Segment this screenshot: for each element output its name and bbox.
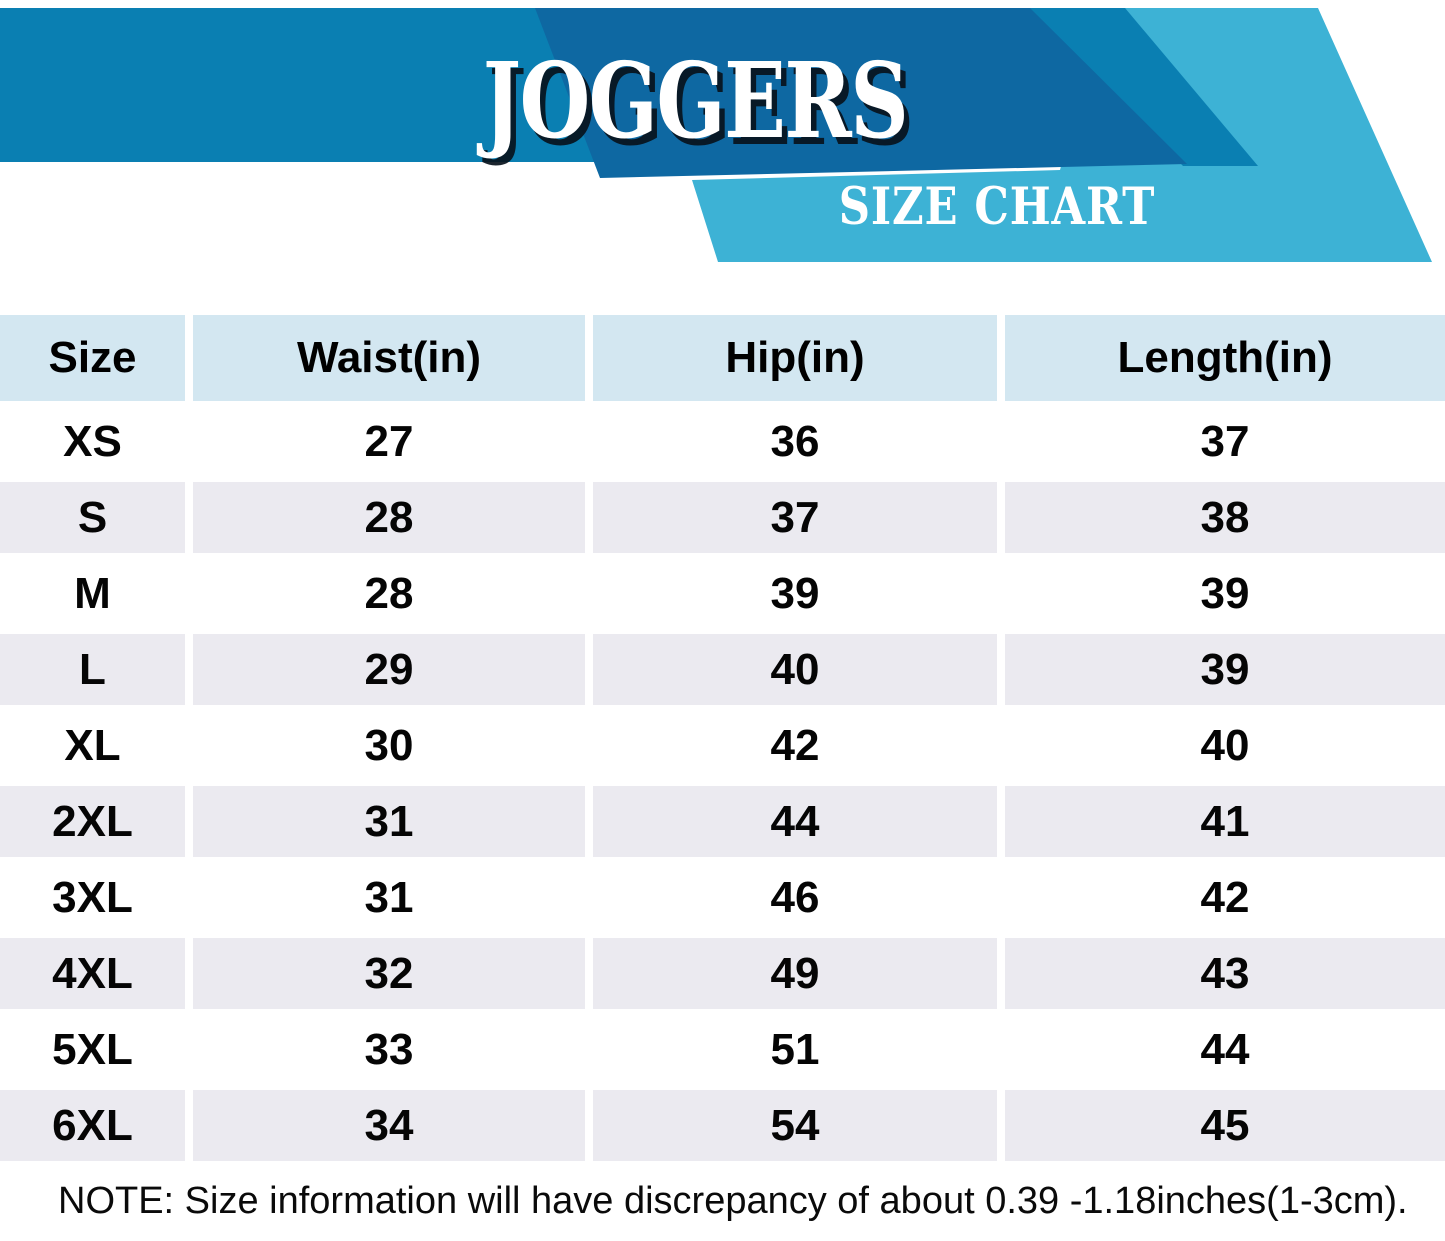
waist-cell: 27 xyxy=(193,406,585,477)
waist-cell: 28 xyxy=(193,482,585,553)
table-row: S 28 37 38 xyxy=(0,482,1445,553)
table-row: M 28 39 39 xyxy=(0,558,1445,629)
size-cell: 2XL xyxy=(0,786,185,857)
size-cell: XS xyxy=(0,406,185,477)
length-cell: 42 xyxy=(1005,862,1445,933)
hip-cell: 54 xyxy=(593,1090,997,1161)
table-row: 6XL 34 54 45 xyxy=(0,1090,1445,1161)
size-cell: XL xyxy=(0,710,185,781)
page-subtitle: SIZE CHART xyxy=(838,177,1156,237)
waist-cell: 32 xyxy=(193,938,585,1009)
waist-cell: 33 xyxy=(193,1014,585,1085)
length-cell: 37 xyxy=(1005,406,1445,477)
size-note: NOTE: Size information will have discrep… xyxy=(58,1180,1408,1222)
hip-cell: 51 xyxy=(593,1014,997,1085)
column-header-hip: Hip(in) xyxy=(593,315,997,401)
table-row: 3XL 31 46 42 xyxy=(0,862,1445,933)
table-row: XL 30 42 40 xyxy=(0,710,1445,781)
waist-cell: 29 xyxy=(193,634,585,705)
hip-cell: 46 xyxy=(593,862,997,933)
column-header-length: Length(in) xyxy=(1005,315,1445,401)
size-cell: 3XL xyxy=(0,862,185,933)
waist-cell: 28 xyxy=(193,558,585,629)
waist-cell: 31 xyxy=(193,862,585,933)
hip-cell: 49 xyxy=(593,938,997,1009)
size-cell: 4XL xyxy=(0,938,185,1009)
hip-cell: 37 xyxy=(593,482,997,553)
length-cell: 39 xyxy=(1005,558,1445,629)
table-row: L 29 40 39 xyxy=(0,634,1445,705)
size-cell: L xyxy=(0,634,185,705)
page-title: JOGGERS xyxy=(482,39,909,162)
size-cell: 6XL xyxy=(0,1090,185,1161)
table-row: 5XL 33 51 44 xyxy=(0,1014,1445,1085)
hip-cell: 42 xyxy=(593,710,997,781)
length-cell: 41 xyxy=(1005,786,1445,857)
size-cell: M xyxy=(0,558,185,629)
column-header-size: Size xyxy=(0,315,185,401)
size-cell: S xyxy=(0,482,185,553)
length-cell: 43 xyxy=(1005,938,1445,1009)
size-chart-table: Size Waist(in) Hip(in) Length(in) XS 27 … xyxy=(0,310,1445,1166)
length-cell: 40 xyxy=(1005,710,1445,781)
waist-cell: 30 xyxy=(193,710,585,781)
column-header-waist: Waist(in) xyxy=(193,315,585,401)
length-cell: 44 xyxy=(1005,1014,1445,1085)
table-row: 4XL 32 49 43 xyxy=(0,938,1445,1009)
size-cell: 5XL xyxy=(0,1014,185,1085)
length-cell: 45 xyxy=(1005,1090,1445,1161)
hip-cell: 44 xyxy=(593,786,997,857)
table-row: XS 27 36 37 xyxy=(0,406,1445,477)
hip-cell: 40 xyxy=(593,634,997,705)
hip-cell: 36 xyxy=(593,406,997,477)
table-header-row: Size Waist(in) Hip(in) Length(in) xyxy=(0,315,1445,401)
length-cell: 38 xyxy=(1005,482,1445,553)
hip-cell: 39 xyxy=(593,558,997,629)
waist-cell: 31 xyxy=(193,786,585,857)
table-row: 2XL 31 44 41 xyxy=(0,786,1445,857)
length-cell: 39 xyxy=(1005,634,1445,705)
waist-cell: 34 xyxy=(193,1090,585,1161)
